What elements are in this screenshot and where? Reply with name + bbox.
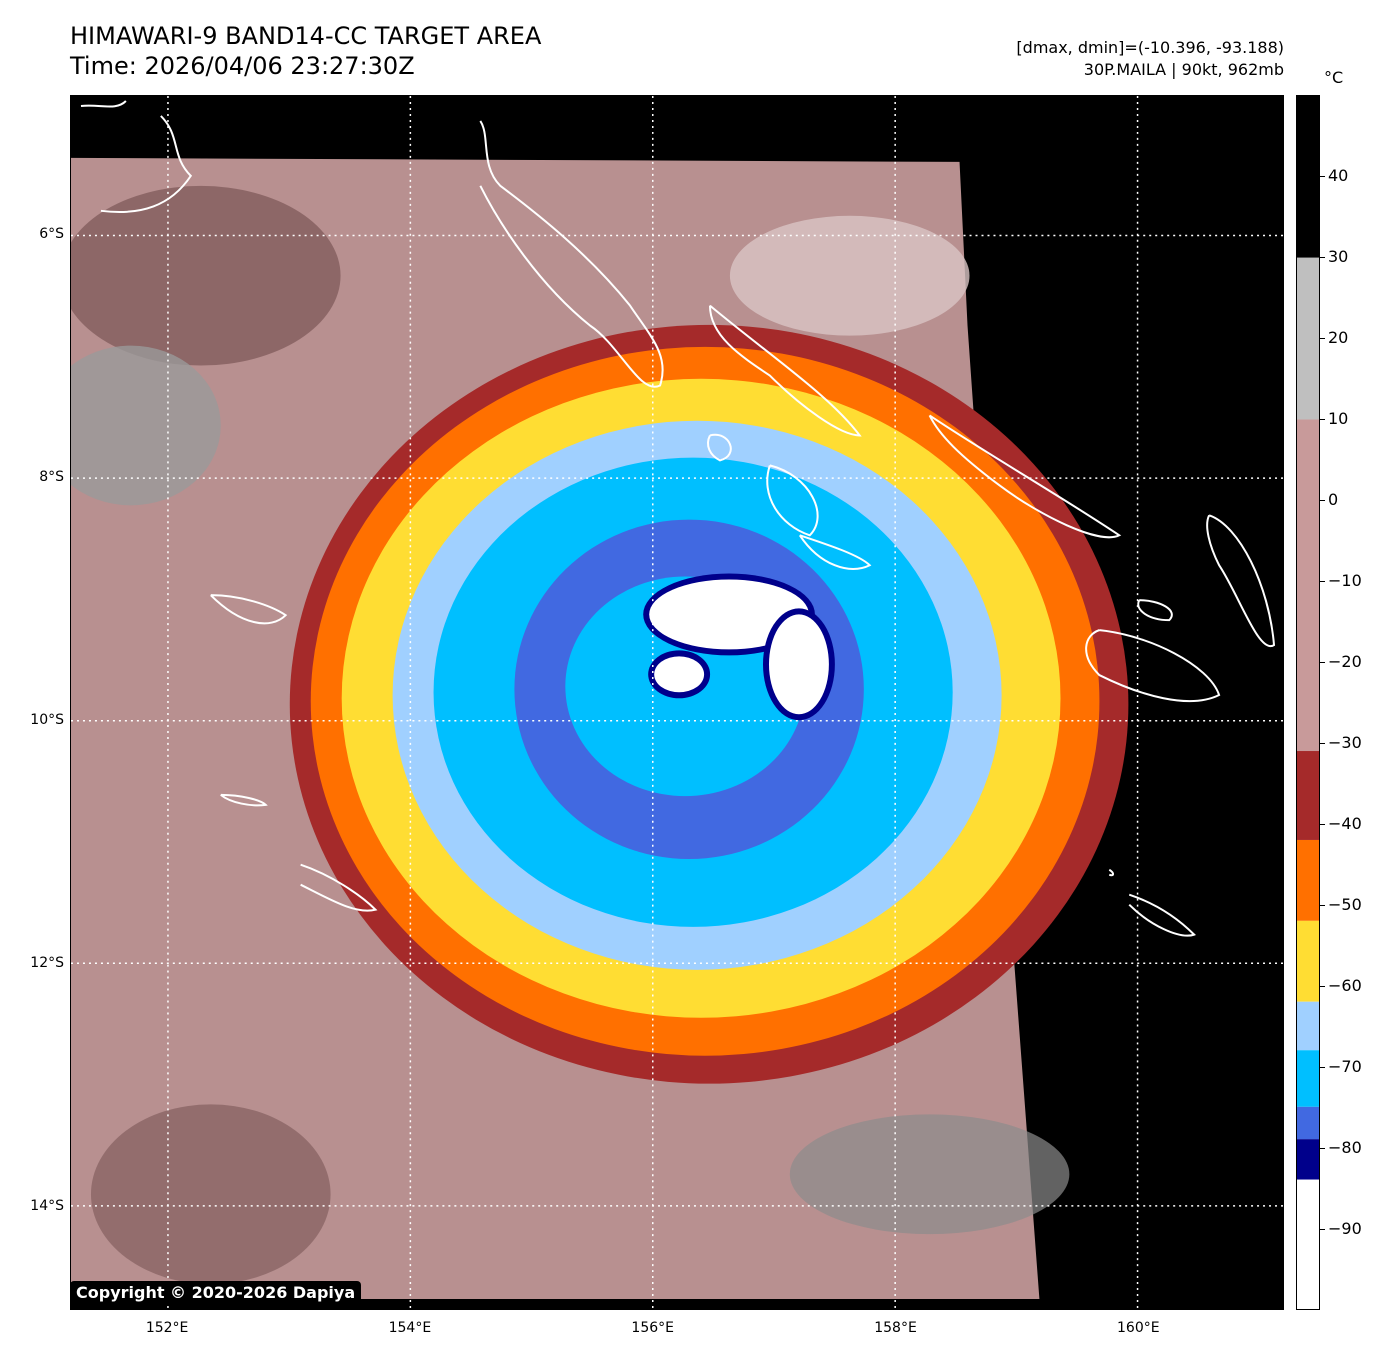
lon-label: 160°E	[1117, 1320, 1160, 1336]
lon-label: 158°E	[874, 1320, 917, 1336]
colorbar-tick-label: 30	[1328, 247, 1349, 266]
storm-info-label: 30P.MAILA | 90kt, 962mb	[1083, 60, 1284, 79]
colorbar-segment	[1297, 1139, 1319, 1180]
lon-label: 154°E	[388, 1320, 432, 1336]
colorbar-tick-label: −70	[1328, 1057, 1362, 1076]
dmax-dmin-label: [dmax, dmin]=(-10.396, -93.188)	[1016, 38, 1284, 57]
colorbar-tick-label: −40	[1328, 814, 1362, 833]
satellite-map	[70, 95, 1284, 1310]
lat-label: 6°S	[39, 225, 64, 242]
colorbar-segment	[1297, 1179, 1319, 1309]
colorbar-segment	[1297, 920, 1319, 1002]
colorbar-tick-mark	[1320, 743, 1325, 744]
colorbar-tick-mark	[1320, 500, 1325, 501]
colorbar-tick-label: −50	[1328, 895, 1362, 914]
lat-label: 12°S	[30, 954, 64, 971]
colorbar-tick-label: −20	[1328, 652, 1362, 671]
colorbar-tick-mark	[1320, 257, 1325, 258]
colorbar-tick-mark	[1320, 986, 1325, 987]
cloud-texture	[71, 185, 1070, 1285]
colorbar-tick-mark	[1320, 1229, 1325, 1230]
colorbar-tick-mark	[1320, 905, 1325, 906]
lat-label: 14°S	[30, 1197, 64, 1214]
cold-top-2	[654, 656, 705, 693]
colorbar-tick-label: 20	[1328, 328, 1349, 347]
lon-label: 152°E	[145, 1320, 189, 1336]
colorbar-tick-mark	[1320, 824, 1325, 825]
colorbar-tick-mark	[1320, 1148, 1325, 1149]
colorbar-segment	[1297, 96, 1319, 258]
colorbar-segment	[1297, 257, 1319, 420]
colorbar-tick-mark	[1320, 419, 1325, 420]
colorbar-segment	[1297, 1106, 1319, 1140]
cold-top-1	[768, 614, 829, 715]
lon-label: 156°E	[631, 1320, 674, 1336]
colorbar	[1296, 95, 1320, 1310]
colorbar-tick-mark	[1320, 338, 1325, 339]
colorbar-tick-mark	[1320, 176, 1325, 177]
colorbar-tick-label: −80	[1328, 1138, 1362, 1157]
colorbar-tick-mark	[1320, 581, 1325, 582]
colorbar-segment	[1297, 1001, 1319, 1051]
lat-label: 8°S	[39, 468, 64, 485]
colorbar-unit: °C	[1324, 68, 1344, 87]
colorbar-tick-label: 40	[1328, 166, 1349, 185]
graticule	[71, 96, 1283, 1309]
colorbar-segment	[1297, 751, 1319, 840]
colorbar-tick-label: −10	[1328, 571, 1362, 590]
copyright-label: Copyright © 2020-2026 Dapiya	[70, 1281, 362, 1304]
colorbar-tick-label: −60	[1328, 976, 1362, 995]
colorbar-tick-mark	[1320, 662, 1325, 663]
colorbar-tick-mark	[1320, 1067, 1325, 1068]
colorbar-tick-label: 10	[1328, 409, 1349, 428]
coastlines	[80, 100, 1276, 937]
colorbar-segment	[1297, 839, 1319, 921]
colorbar-tick-label: −90	[1328, 1219, 1362, 1238]
chart-title: HIMAWARI-9 BAND14-CC TARGET AREA	[70, 22, 542, 50]
storm-cloud-shield	[289, 324, 1129, 1084]
colorbar-tick-label: 0	[1328, 490, 1339, 509]
colorbar-segment	[1297, 1050, 1319, 1107]
colorbar-tick-label: −30	[1328, 733, 1362, 752]
chart-time: Time: 2026/04/06 23:27:30Z	[70, 52, 415, 80]
lat-label: 10°S	[30, 711, 64, 728]
cold-top-0	[649, 579, 809, 650]
colorbar-segment	[1297, 419, 1319, 752]
